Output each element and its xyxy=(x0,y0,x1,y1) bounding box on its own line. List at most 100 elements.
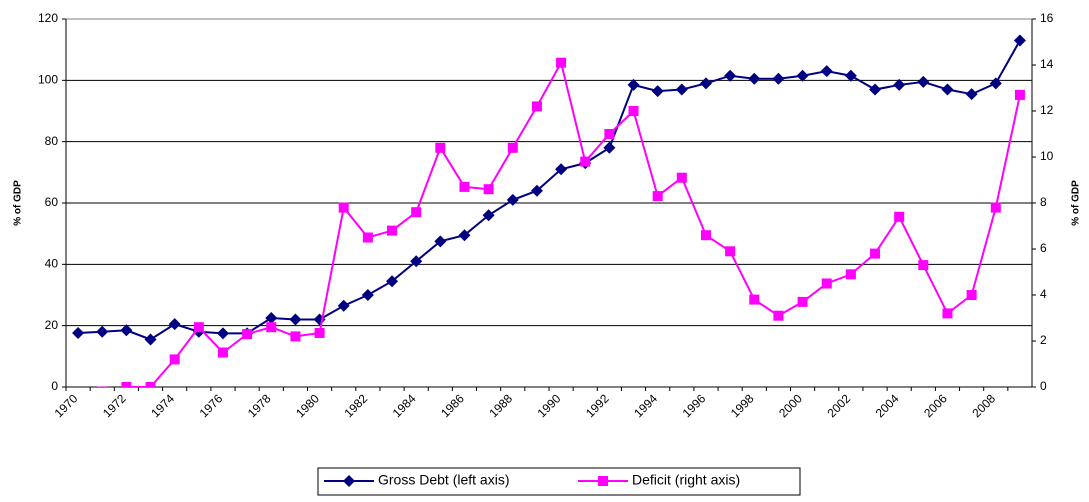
y2-tick-label: 8 xyxy=(1040,195,1047,209)
legend-box xyxy=(317,467,801,496)
point xyxy=(530,184,543,197)
x-tick-label: 2002 xyxy=(824,391,853,420)
x-tick-label: 2000 xyxy=(776,391,805,420)
point xyxy=(168,318,181,331)
point xyxy=(387,225,398,236)
point xyxy=(314,327,325,338)
point xyxy=(1013,34,1026,47)
x-tick-label: 1982 xyxy=(341,391,370,420)
point xyxy=(772,72,785,85)
point xyxy=(893,78,906,91)
point xyxy=(531,101,542,112)
legend-label: Gross Debt (left axis) xyxy=(378,472,509,488)
point xyxy=(338,202,349,213)
y2-tick-label: 14 xyxy=(1040,57,1054,71)
point xyxy=(918,260,929,271)
point xyxy=(894,211,905,222)
x-tick-label: 2006 xyxy=(921,391,950,420)
y2-tick-label: 0 xyxy=(1040,379,1047,393)
x-tick-label: 2008 xyxy=(969,391,998,420)
point xyxy=(942,308,953,319)
point xyxy=(216,327,229,340)
point xyxy=(604,129,615,139)
point xyxy=(749,294,760,305)
point xyxy=(796,69,809,82)
legend-marker xyxy=(598,476,608,486)
point xyxy=(193,322,204,333)
y-tick-label: 0 xyxy=(51,379,58,393)
point xyxy=(773,310,784,321)
x-tick-label: 1972 xyxy=(100,391,129,420)
point xyxy=(217,347,228,358)
point xyxy=(820,65,833,78)
point xyxy=(410,255,423,268)
legend-label: Deficit (right axis) xyxy=(632,472,740,488)
point xyxy=(699,77,712,90)
point xyxy=(386,275,399,288)
point xyxy=(676,172,687,183)
point xyxy=(337,299,350,312)
point xyxy=(628,106,639,116)
x-tick-label: 1996 xyxy=(680,391,709,420)
point xyxy=(265,312,278,324)
point xyxy=(362,232,373,243)
point xyxy=(169,354,180,365)
point xyxy=(72,327,85,340)
point xyxy=(120,324,133,337)
y2-axis-title: % of GDP xyxy=(1071,180,1082,226)
legend-marker xyxy=(343,475,355,487)
y2-tick-label: 4 xyxy=(1040,287,1047,301)
point xyxy=(507,142,518,153)
point xyxy=(725,246,736,257)
point xyxy=(652,191,663,202)
point xyxy=(482,209,495,222)
x-tick-label: 1974 xyxy=(148,391,177,420)
y2-tick-label: 6 xyxy=(1040,241,1047,255)
point xyxy=(242,329,253,340)
point xyxy=(845,269,856,280)
point xyxy=(459,181,470,192)
y-tick-label: 120 xyxy=(38,11,58,25)
x-tick-label: 1986 xyxy=(438,391,467,420)
x-tick-label: 1984 xyxy=(390,391,419,420)
point xyxy=(458,229,471,242)
point xyxy=(821,278,832,289)
x-tick-label: 1994 xyxy=(631,391,660,420)
point xyxy=(97,386,108,387)
point xyxy=(145,382,156,387)
y-tick-label: 100 xyxy=(38,73,58,87)
y-tick-label: 40 xyxy=(45,257,59,271)
point xyxy=(603,141,616,154)
point xyxy=(651,85,664,98)
y2-tick-label: 2 xyxy=(1040,333,1047,347)
point xyxy=(266,322,277,333)
x-tick-label: 1978 xyxy=(245,391,274,420)
point xyxy=(627,78,640,91)
point xyxy=(121,382,132,387)
y2-tick-label: 10 xyxy=(1040,149,1054,163)
point xyxy=(1014,89,1025,100)
x-tick-label: 1992 xyxy=(583,391,612,420)
point xyxy=(869,83,882,96)
point xyxy=(434,235,447,248)
x-tick-label: 1970 xyxy=(52,391,81,420)
series-line xyxy=(78,39,1021,341)
point xyxy=(941,83,954,96)
y-tick-label: 60 xyxy=(45,195,59,209)
point xyxy=(870,248,881,259)
point xyxy=(724,69,737,82)
x-tick-label: 1976 xyxy=(197,391,226,420)
point xyxy=(580,156,591,167)
x-tick-label: 1980 xyxy=(293,391,322,420)
point xyxy=(917,75,930,88)
plot-series xyxy=(72,34,1026,387)
point xyxy=(990,202,1001,213)
y-axis-title: % of GDP xyxy=(13,180,24,226)
point xyxy=(675,83,688,96)
point xyxy=(361,289,374,301)
point xyxy=(435,142,446,153)
point xyxy=(144,333,157,346)
point xyxy=(290,331,301,342)
y-tick-label: 20 xyxy=(45,318,59,332)
